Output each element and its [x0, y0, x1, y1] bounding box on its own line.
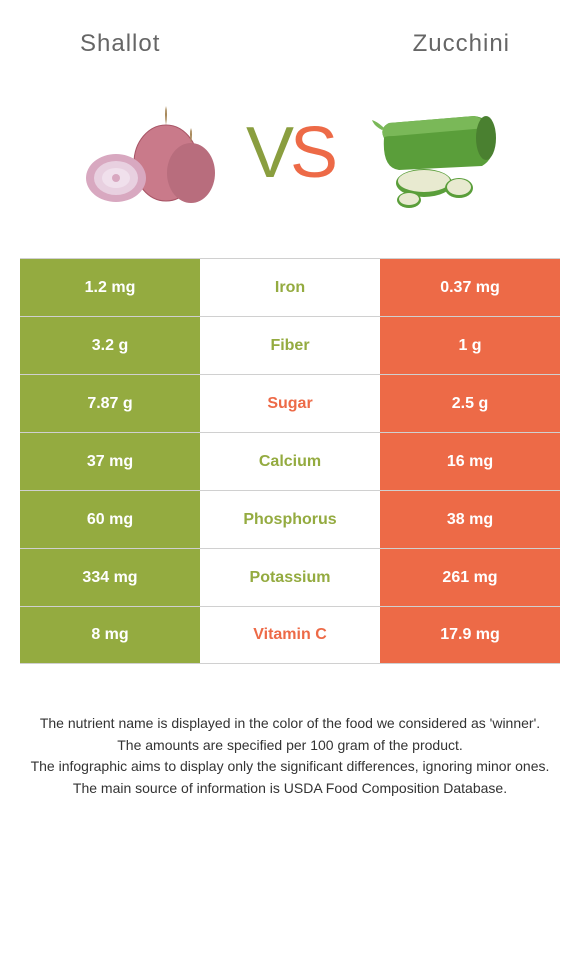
- zucchini-image: [354, 88, 504, 218]
- footer-line-2: The amounts are specified per 100 gram o…: [30, 736, 550, 756]
- table-row: 8 mgVitamin C17.9 mg: [20, 606, 560, 664]
- nutrient-name: Vitamin C: [200, 607, 380, 663]
- table-row: 3.2 gFiber1 g: [20, 316, 560, 374]
- footer-notes: The nutrient name is displayed in the co…: [0, 714, 580, 798]
- right-value: 1 g: [380, 317, 560, 374]
- table-row: 1.2 mgIron0.37 mg: [20, 258, 560, 316]
- comparison-table: 1.2 mgIron0.37 mg3.2 gFiber1 g7.87 gSuga…: [20, 258, 560, 664]
- footer-line-4: The main source of information is USDA F…: [30, 779, 550, 799]
- nutrient-name: Fiber: [200, 317, 380, 374]
- header: Shallot Zucchini: [0, 0, 580, 58]
- footer-line-3: The infographic aims to display only the…: [30, 757, 550, 777]
- nutrient-name: Iron: [200, 259, 380, 316]
- left-food-title: Shallot: [80, 30, 160, 58]
- table-row: 334 mgPotassium261 mg: [20, 548, 560, 606]
- left-value: 60 mg: [20, 491, 200, 548]
- right-value: 17.9 mg: [380, 607, 560, 663]
- nutrient-name: Calcium: [200, 433, 380, 490]
- table-row: 7.87 gSugar2.5 g: [20, 374, 560, 432]
- shallot-image: [76, 88, 226, 218]
- left-value: 37 mg: [20, 433, 200, 490]
- right-value: 0.37 mg: [380, 259, 560, 316]
- vs-v: V: [246, 113, 290, 193]
- left-value: 8 mg: [20, 607, 200, 663]
- right-value: 2.5 g: [380, 375, 560, 432]
- table-row: 60 mgPhosphorus38 mg: [20, 490, 560, 548]
- hero-row: VS: [0, 88, 580, 218]
- table-row: 37 mgCalcium16 mg: [20, 432, 560, 490]
- nutrient-name: Sugar: [200, 375, 380, 432]
- right-food-title: Zucchini: [413, 30, 510, 58]
- footer-line-1: The nutrient name is displayed in the co…: [30, 714, 550, 734]
- left-value: 7.87 g: [20, 375, 200, 432]
- right-value: 261 mg: [380, 549, 560, 606]
- nutrient-name: Potassium: [200, 549, 380, 606]
- vs-s: S: [290, 113, 334, 193]
- vs-label: VS: [246, 112, 334, 194]
- right-value: 38 mg: [380, 491, 560, 548]
- left-value: 1.2 mg: [20, 259, 200, 316]
- left-value: 3.2 g: [20, 317, 200, 374]
- left-value: 334 mg: [20, 549, 200, 606]
- nutrient-name: Phosphorus: [200, 491, 380, 548]
- right-value: 16 mg: [380, 433, 560, 490]
